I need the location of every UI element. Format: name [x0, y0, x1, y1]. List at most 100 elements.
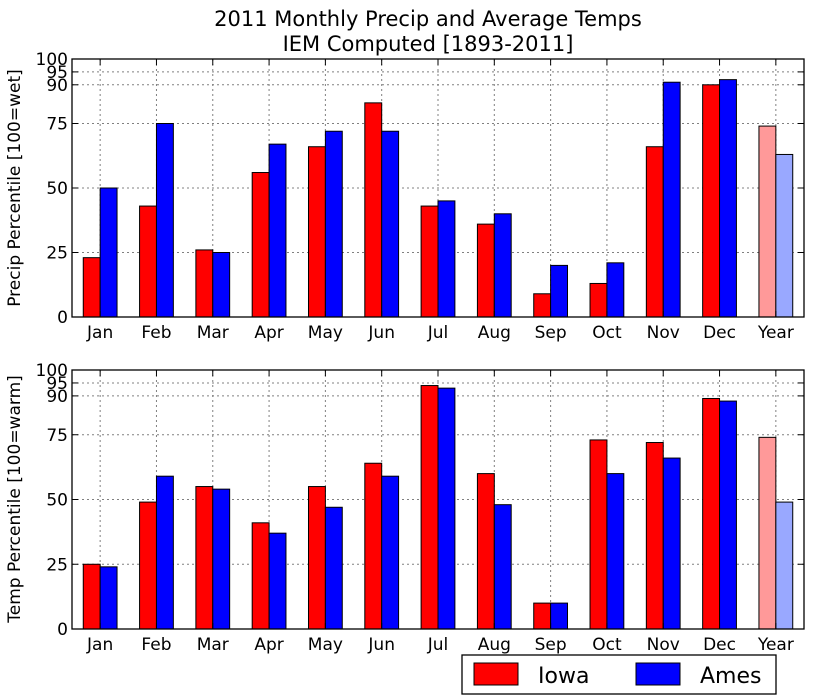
- temp-x-tick-label-mar: Mar: [197, 635, 229, 655]
- temp-bar-ames-apr: [268, 532, 287, 630]
- precip-bar-iowa-jun: [364, 102, 383, 318]
- precip-bar-iowa-dec: [702, 84, 721, 318]
- temp-x-tick-label-jun: Jun: [367, 635, 395, 655]
- temp-x-tick-label-aug: Aug: [478, 635, 511, 655]
- temp-bar-iowa-nov: [645, 442, 664, 630]
- temp-bar-ames-year: [775, 501, 794, 630]
- legend-label-ames: Ames: [700, 664, 761, 689]
- precip-bar-ames-jun: [381, 130, 400, 318]
- precip-bar-ames-jan: [99, 187, 118, 318]
- precip-bar-ames-apr: [268, 143, 287, 318]
- precip-y-tick-label: 100: [36, 50, 68, 70]
- precip-bar-iowa-jan: [82, 257, 101, 318]
- legend-swatch-iowa: [473, 662, 519, 686]
- precip-bar-ames-feb: [155, 123, 174, 318]
- temp-x-tick-label-dec: Dec: [703, 635, 736, 655]
- temp-bar-iowa-may: [307, 486, 326, 630]
- precip-bar-iowa-jul: [420, 205, 439, 318]
- precip-x-tick-label-nov: Nov: [647, 323, 680, 343]
- temp-x-tick-label-jan: Jan: [86, 635, 113, 655]
- precip-x-tick-label-mar: Mar: [197, 323, 229, 343]
- legend-label-iowa: Iowa: [538, 664, 589, 689]
- precip-bar-iowa-may: [307, 146, 326, 318]
- temp-bar-iowa-sep: [533, 602, 552, 630]
- temp-bar-ames-feb: [155, 475, 174, 630]
- temp-bar-iowa-year: [758, 436, 777, 630]
- temp-bar-ames-sep: [550, 602, 569, 630]
- precip-x-tick-label-oct: Oct: [592, 323, 622, 343]
- precip-x-tick-label-jun: Jun: [367, 323, 395, 343]
- precip-bar-ames-sep: [550, 264, 569, 318]
- precip-x-tick-label-apr: Apr: [254, 323, 283, 343]
- temp-panel: Temp Percentile [100=warm] 0 25 50 75 909510…: [5, 361, 805, 655]
- temp-bar-iowa-apr: [251, 522, 270, 630]
- temp-bar-ames-jun: [381, 475, 400, 630]
- temp-x-tick-label-nov: Nov: [647, 635, 680, 655]
- temp-y-tick-label: 100: [36, 361, 68, 381]
- precip-bar-ames-may: [324, 130, 343, 318]
- temp-y-tick-label: 25: [46, 555, 68, 575]
- precip-bar-iowa-feb: [139, 205, 157, 318]
- temp-bar-iowa-mar: [195, 486, 214, 630]
- temp-bar-ames-dec: [719, 400, 737, 630]
- precip-bar-ames-oct: [606, 262, 625, 318]
- precip-y-tick-label: 75: [46, 115, 68, 135]
- precip-x-tick-label-may: May: [308, 323, 343, 343]
- precip-bar-iowa-aug: [476, 223, 495, 318]
- precip-bar-iowa-apr: [251, 172, 270, 318]
- temp-bar-ames-jul: [437, 387, 456, 630]
- temp-y-tick-label: 75: [46, 426, 68, 446]
- precip-x-tick-label-jan: Jan: [86, 323, 113, 343]
- temp-y-axis-label: Temp Percentile [100=warm]: [5, 375, 25, 624]
- temp-x-tick-label-oct: Oct: [592, 635, 622, 655]
- temp-bar-ames-mar: [212, 488, 231, 630]
- precip-bar-ames-aug: [493, 213, 512, 318]
- temp-bar-iowa-feb: [139, 501, 157, 630]
- temp-bar-iowa-aug: [476, 473, 495, 630]
- precip-y-axis-label: Precip Percentile [100=wet]: [5, 69, 25, 307]
- precip-y-tick-label: 50: [46, 179, 68, 199]
- precip-x-tick-label-aug: Aug: [478, 323, 511, 343]
- temp-x-tick-label-year: Year: [757, 635, 794, 655]
- precip-x-tick-label-sep: Sep: [535, 323, 567, 343]
- temp-x-tick-label-jul: Jul: [427, 635, 449, 655]
- temp-y-tick-label: 95: [46, 374, 68, 394]
- precip-x-tick-label-feb: Feb: [141, 323, 171, 343]
- temp-bar-ames-aug: [493, 504, 512, 630]
- temp-bar-iowa-oct: [589, 439, 608, 630]
- legend: Iowa Ames: [461, 654, 777, 695]
- legend-swatch-ames: [635, 662, 681, 686]
- precip-panel: Precip Percentile [100=wet] 0 25 50 75 90951…: [5, 50, 805, 343]
- precip-y-tick-label: 90: [46, 76, 68, 96]
- temp-bar-iowa-dec: [702, 397, 721, 630]
- temp-bar-ames-jan: [99, 566, 118, 630]
- precip-y-tick-label: 25: [46, 244, 68, 264]
- temp-bar-iowa-jun: [364, 462, 383, 630]
- precip-bar-ames-nov: [662, 81, 681, 318]
- temp-x-tick-label-feb: Feb: [141, 635, 171, 655]
- temp-y-tick-label: 50: [46, 491, 68, 511]
- temp-y-tick-label: 0: [57, 620, 68, 640]
- precip-y-tick-label: 95: [46, 63, 68, 83]
- precip-bar-iowa-sep: [533, 293, 552, 318]
- precip-y-tick-label: 0: [57, 308, 68, 328]
- temp-x-tick-label-may: May: [308, 635, 343, 655]
- precip-bar-iowa-mar: [195, 249, 214, 318]
- temp-bar-iowa-jul: [420, 385, 439, 630]
- precip-bar-ames-jul: [437, 200, 456, 318]
- precip-bar-ames-year: [775, 153, 794, 318]
- temp-y-tick-label: 90: [46, 387, 68, 407]
- temp-x-tick-label-sep: Sep: [535, 635, 567, 655]
- temp-x-tick-label-apr: Apr: [254, 635, 283, 655]
- precip-bar-ames-dec: [719, 79, 737, 318]
- precip-bar-iowa-nov: [645, 146, 664, 318]
- chart-title-line-2: IEM Computed [1893-2011]: [283, 32, 574, 56]
- precip-x-tick-label-year: Year: [757, 323, 794, 343]
- precip-x-tick-label-dec: Dec: [703, 323, 736, 343]
- precip-bar-iowa-year: [758, 125, 777, 318]
- chart-title-line-1: 2011 Monthly Precip and Average Temps: [214, 7, 642, 31]
- precip-bar-ames-mar: [212, 252, 231, 318]
- temp-bar-iowa-jan: [82, 563, 101, 630]
- temp-bar-ames-oct: [606, 473, 625, 630]
